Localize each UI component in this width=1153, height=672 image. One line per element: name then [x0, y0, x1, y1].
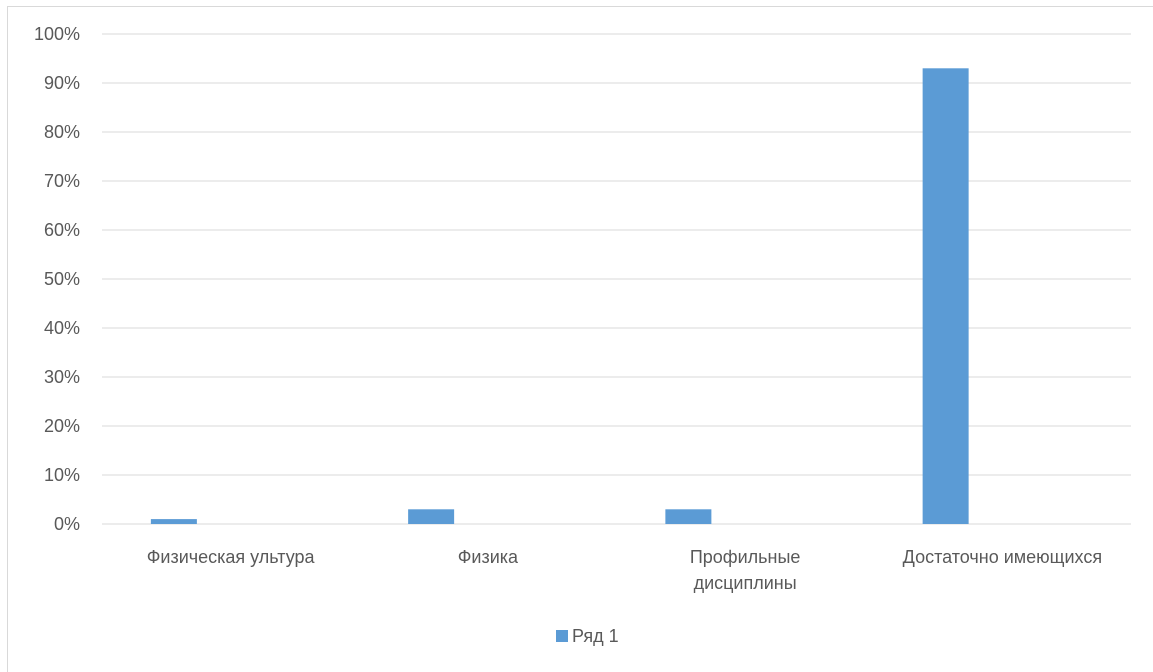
y-tick-label: 70% [44, 171, 80, 191]
y-tick-label: 50% [44, 269, 80, 289]
x-axis-labels: Физическая ультура Физика Профильные дисцип… [147, 547, 1102, 593]
y-tick-label: 80% [44, 122, 80, 142]
bar [150, 519, 197, 524]
x-tick-label: дисциплины [694, 573, 797, 593]
bars [150, 68, 969, 525]
y-axis-labels: 0% 10% 20% 30% 40% 50% 60% 70% 80% 90% 100% [34, 24, 80, 534]
x-tick-label: Профильные [690, 547, 801, 567]
gridlines [102, 33, 1131, 525]
y-tick-label: 40% [44, 318, 80, 338]
y-tick-label: 90% [44, 73, 80, 93]
y-tick-label: 30% [44, 367, 80, 387]
bar [408, 509, 455, 524]
legend-swatch [556, 630, 568, 642]
legend-label: Ряд 1 [572, 626, 619, 646]
y-tick-label: 100% [34, 24, 80, 44]
y-tick-label: 60% [44, 220, 80, 240]
legend: Ряд 1 [556, 626, 619, 646]
y-tick-label: 0% [54, 514, 80, 534]
bar [665, 509, 712, 524]
x-tick-label: Физическая ультура [147, 547, 316, 567]
y-tick-label: 20% [44, 416, 80, 436]
bar [922, 68, 969, 525]
y-tick-label: 10% [44, 465, 80, 485]
x-tick-label: Достаточно имеющихся [903, 547, 1102, 567]
x-tick-label: Физика [458, 547, 519, 567]
